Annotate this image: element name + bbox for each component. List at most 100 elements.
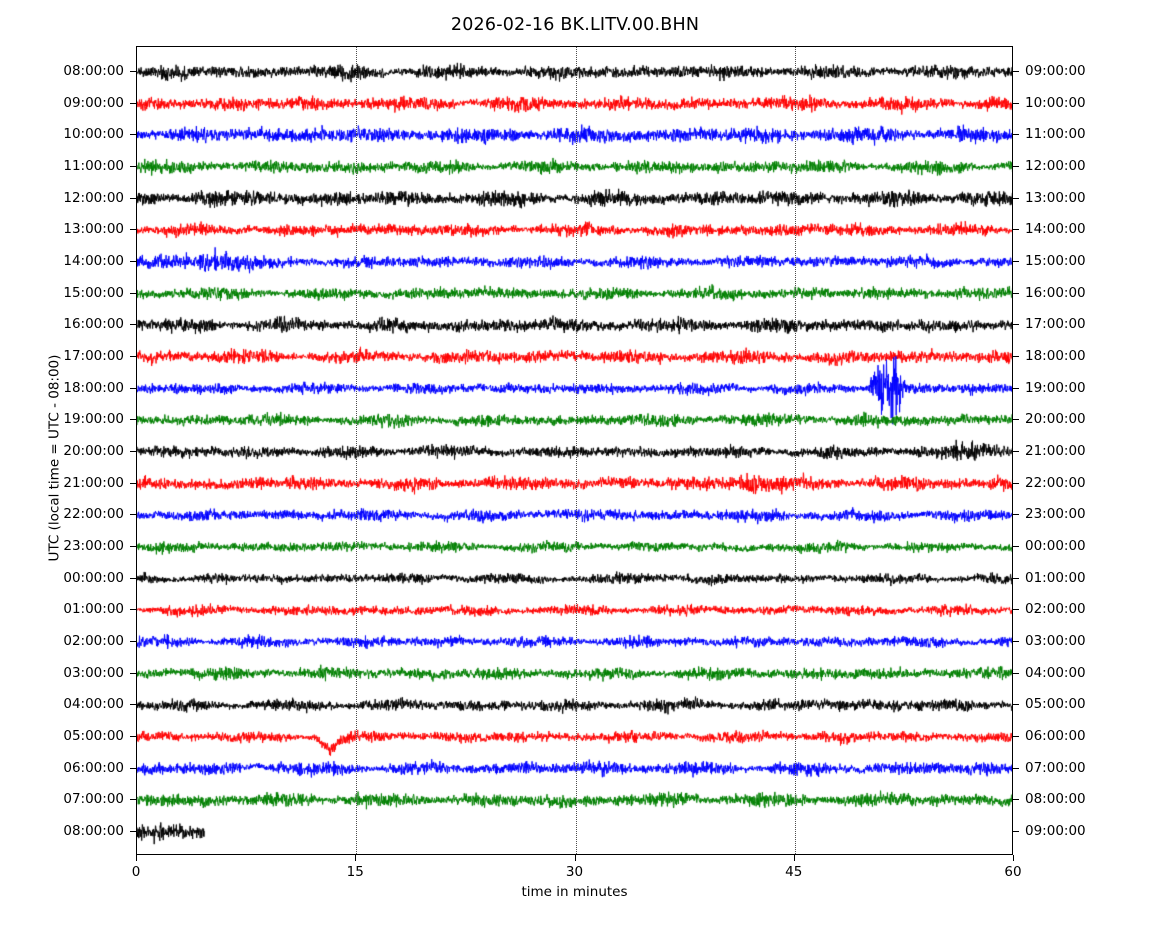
y-tick-label-right-19: 04:00:00 (1025, 664, 1086, 681)
y-tick-mark-left-8 (130, 324, 136, 326)
y-tick-label-right-13: 22:00:00 (1025, 474, 1086, 491)
y-tick-label-right-8: 17:00:00 (1025, 316, 1086, 333)
y-tick-mark-left-12 (130, 450, 136, 452)
y-tick-label-right-18: 03:00:00 (1025, 632, 1086, 649)
y-tick-mark-left-14 (130, 514, 136, 516)
x-tick-mark-0 (136, 855, 137, 861)
y-tick-mark-right-22 (1013, 767, 1019, 769)
y-tick-mark-right-12 (1013, 450, 1019, 452)
y-tick-label-left-18: 02:00:00 (63, 632, 124, 649)
y-tick-label-right-1: 10:00:00 (1025, 94, 1086, 111)
y-tick-label-right-4: 13:00:00 (1025, 189, 1086, 206)
y-tick-mark-left-1 (130, 102, 136, 104)
y-tick-label-right-23: 08:00:00 (1025, 791, 1086, 808)
y-axis-label: UTC (local time = UTC - 08:00) (46, 354, 63, 562)
y-tick-label-left-0: 08:00:00 (63, 63, 124, 79)
x-tick-mark-3 (793, 855, 795, 861)
y-tick-mark-left-21 (130, 735, 136, 737)
y-tick-label-left-20: 04:00:00 (63, 696, 124, 713)
x-tick-label-2: 30 (565, 864, 584, 880)
y-tick-label-left-19: 03:00:00 (63, 664, 124, 681)
y-tick-label-right-7: 16:00:00 (1025, 284, 1086, 301)
x-tick-label-3: 45 (785, 864, 803, 880)
y-tick-label-left-21: 05:00:00 (63, 727, 124, 744)
y-tick-mark-right-5 (1013, 229, 1019, 231)
y-tick-mark-right-17 (1013, 609, 1019, 611)
y-tick-mark-right-8 (1013, 324, 1019, 326)
x-tick-mark-2 (574, 855, 576, 861)
y-tick-label-right-22: 07:00:00 (1025, 759, 1086, 776)
y-tick-label-left-14: 22:00:00 (63, 506, 124, 523)
y-tick-label-right-16: 01:00:00 (1025, 569, 1086, 586)
y-tick-label-right-24: 09:00:00 (1025, 822, 1086, 839)
y-tick-label-left-8: 16:00:00 (63, 316, 124, 333)
y-tick-label-right-2: 11:00:00 (1025, 126, 1086, 143)
x-tick-label-1: 15 (346, 864, 364, 880)
seismogram-traces (137, 47, 1012, 854)
y-tick-label-right-11: 20:00:00 (1025, 411, 1086, 428)
y-tick-mark-right-15 (1013, 545, 1019, 547)
y-tick-label-left-3: 11:00:00 (63, 157, 124, 174)
y-tick-label-left-9: 17:00:00 (63, 347, 124, 364)
y-tick-mark-left-11 (130, 419, 136, 421)
y-tick-mark-right-16 (1013, 577, 1019, 579)
y-tick-mark-left-6 (130, 260, 136, 262)
x-tick-mark-4 (1013, 855, 1014, 861)
y-tick-label-right-15: 00:00:00 (1025, 537, 1086, 554)
y-tick-mark-left-3 (130, 165, 136, 167)
y-tick-mark-left-5 (130, 229, 136, 231)
y-tick-label-right-12: 21:00:00 (1025, 442, 1086, 459)
y-tick-label-right-20: 05:00:00 (1025, 696, 1086, 713)
y-tick-label-right-3: 12:00:00 (1025, 157, 1086, 174)
y-tick-label-left-15: 23:00:00 (63, 537, 124, 554)
y-tick-label-right-0: 09:00:00 (1025, 63, 1086, 79)
y-tick-mark-right-13 (1013, 482, 1019, 484)
y-tick-label-right-14: 23:00:00 (1025, 506, 1086, 523)
y-tick-mark-left-9 (130, 355, 136, 357)
y-tick-mark-right-20 (1013, 704, 1019, 706)
y-tick-mark-right-2 (1013, 134, 1019, 136)
y-tick-mark-left-24 (130, 830, 136, 832)
x-tick-label-0: 0 (131, 864, 141, 880)
y-tick-mark-left-10 (130, 387, 136, 389)
y-tick-mark-right-9 (1013, 355, 1019, 357)
y-tick-label-left-6: 14:00:00 (63, 252, 124, 269)
y-tick-mark-left-16 (130, 577, 136, 579)
y-tick-mark-right-24 (1013, 830, 1019, 832)
y-tick-label-left-22: 06:00:00 (63, 759, 124, 776)
y-tick-label-right-21: 06:00:00 (1025, 727, 1086, 744)
y-tick-mark-left-17 (130, 609, 136, 611)
y-tick-label-left-5: 13:00:00 (63, 221, 124, 238)
y-tick-label-left-16: 00:00:00 (63, 569, 124, 586)
y-tick-mark-left-0 (130, 71, 136, 72)
y-tick-mark-right-1 (1013, 102, 1019, 104)
y-tick-label-left-4: 12:00:00 (63, 189, 124, 206)
y-tick-label-left-23: 07:00:00 (63, 791, 124, 808)
y-tick-mark-right-23 (1013, 799, 1019, 801)
y-tick-mark-left-19 (130, 672, 136, 674)
y-tick-label-right-6: 15:00:00 (1025, 252, 1086, 269)
y-tick-mark-right-6 (1013, 260, 1019, 262)
y-tick-label-left-2: 10:00:00 (63, 126, 124, 143)
x-tick-label-4: 60 (1004, 864, 1022, 880)
y-tick-mark-right-18 (1013, 640, 1019, 642)
y-tick-mark-left-7 (130, 292, 136, 294)
y-tick-label-left-12: 20:00:00 (63, 442, 124, 459)
y-tick-mark-left-22 (130, 767, 136, 769)
y-tick-mark-right-14 (1013, 514, 1019, 516)
plot-area (136, 46, 1013, 855)
y-tick-mark-right-21 (1013, 735, 1019, 737)
y-tick-mark-right-19 (1013, 672, 1019, 674)
gridline-15 (356, 47, 358, 854)
page-title: 2026-02-16 BK.LITV.00.BHN (450, 15, 700, 35)
y-tick-mark-left-23 (130, 799, 136, 801)
y-tick-label-left-10: 18:00:00 (63, 379, 124, 396)
gridline-45 (794, 47, 796, 854)
y-tick-mark-left-20 (130, 704, 136, 706)
y-tick-label-right-5: 14:00:00 (1025, 221, 1086, 238)
y-tick-mark-right-10 (1013, 387, 1019, 389)
y-tick-mark-right-4 (1013, 197, 1019, 199)
y-tick-label-right-10: 19:00:00 (1025, 379, 1086, 396)
y-tick-label-left-1: 09:00:00 (63, 94, 124, 111)
y-tick-mark-right-7 (1013, 292, 1019, 294)
